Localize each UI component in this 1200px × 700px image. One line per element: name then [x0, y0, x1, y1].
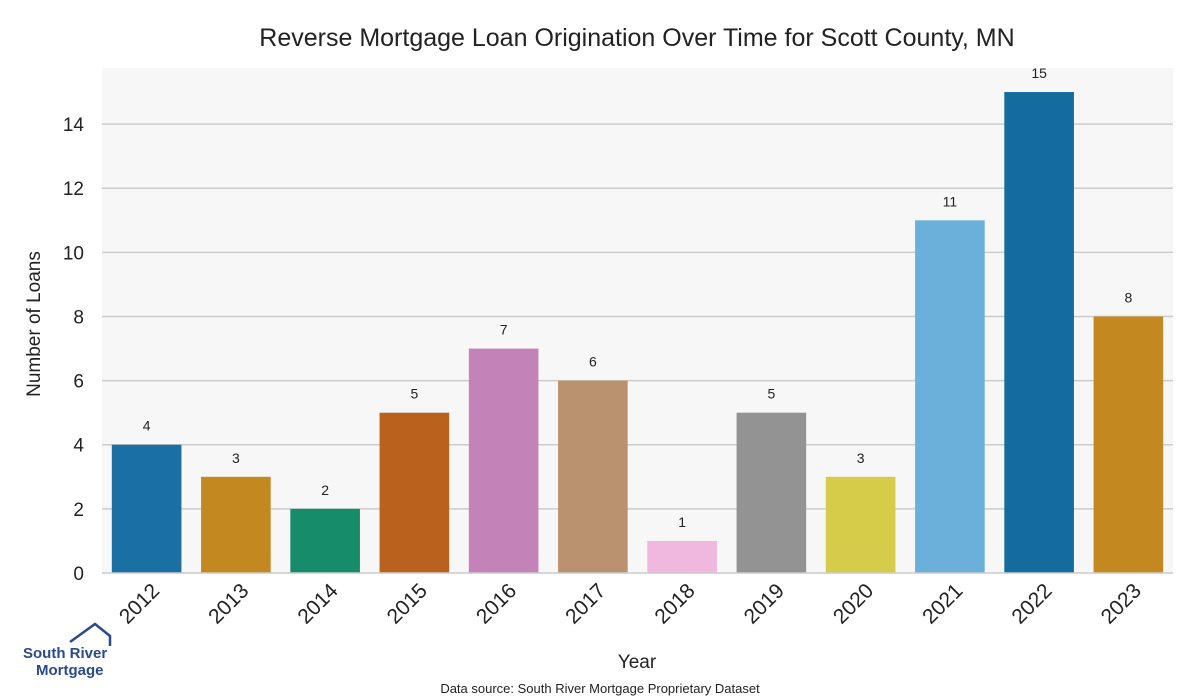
bar-2014	[290, 508, 360, 573]
y-tick-labels: 0 2 4 6 8 10 12 14	[63, 115, 85, 585]
y-tick-label: 6	[73, 372, 84, 393]
bar-2012	[111, 444, 182, 573]
bar-2023	[1093, 316, 1164, 573]
x-tick-label: 2020	[829, 579, 878, 628]
x-tick-label: 2014	[293, 579, 343, 629]
data-label-2012: 4	[143, 418, 151, 434]
x-tick-label: 2019	[740, 579, 789, 628]
x-tick-label: 2015	[383, 579, 432, 628]
y-tick-label: 12	[63, 179, 84, 200]
data-label-2021: 11	[943, 193, 958, 209]
y-tick-label: 0	[73, 564, 84, 585]
y-axis-label: Number of Loans	[24, 251, 45, 397]
x-tick-label: 2023	[1097, 579, 1146, 628]
plot-background	[102, 68, 1173, 573]
data-label-2022: 15	[1031, 65, 1047, 81]
bar-2015	[379, 412, 450, 573]
data-label-2017: 6	[589, 354, 597, 370]
y-tick-label: 2	[73, 500, 84, 521]
x-tick-label: 2016	[472, 579, 521, 628]
chart-title: Reverse Mortgage Loan Origination Over T…	[259, 24, 1014, 52]
x-tick-label: 2017	[561, 579, 610, 628]
bar-2018	[647, 540, 717, 573]
data-label-2016: 7	[500, 322, 508, 338]
x-tick-labels: 2012 2013 2014 2015 2016 2017 2018 2019 2020 2021…	[115, 579, 1146, 629]
gridlines	[102, 123, 1173, 510]
data-source-note: Data source: South River Mortgage Propri…	[440, 681, 760, 696]
data-label-2019: 5	[767, 386, 775, 402]
y-tick-label: 8	[73, 307, 84, 328]
x-axis-label: Year	[618, 652, 657, 673]
logo-line-2: Mortgage	[36, 662, 104, 679]
bar-2019	[736, 412, 807, 573]
logo-line-1: South River	[23, 645, 107, 662]
data-label-2020: 3	[857, 450, 865, 466]
bars	[111, 92, 1164, 574]
x-tick-label: 2012	[115, 579, 164, 628]
x-tick-label: 2021	[918, 579, 967, 628]
bar-2013	[201, 476, 271, 573]
x-tick-label: 2022	[1007, 579, 1056, 628]
data-label-2015: 5	[410, 386, 418, 402]
y-tick-label: 10	[63, 243, 84, 264]
data-label-2023: 8	[1124, 289, 1132, 305]
bar-2020	[825, 476, 896, 573]
bar-2017	[558, 380, 628, 573]
data-label-2013: 3	[232, 450, 240, 466]
company-logo: South River Mortgage	[23, 622, 112, 679]
y-tick-label: 14	[63, 115, 85, 136]
y-tick-label: 4	[73, 436, 84, 457]
data-label-2014: 2	[321, 482, 329, 498]
house-roof-icon	[69, 622, 112, 646]
bar-2022	[1004, 92, 1074, 574]
x-tick-label: 2018	[650, 579, 699, 628]
bar-2021	[915, 220, 985, 574]
bar-2016	[468, 348, 539, 573]
x-tick-label: 2013	[204, 579, 253, 628]
data-label-2018: 1	[678, 514, 686, 530]
